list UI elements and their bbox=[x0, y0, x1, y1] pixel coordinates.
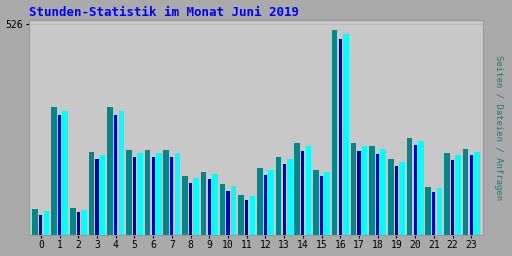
Bar bbox=[100, 155, 105, 235]
Bar bbox=[32, 209, 38, 235]
Text: Seiten / Dateien / Anfragen: Seiten / Dateien / Anfragen bbox=[494, 56, 503, 200]
Bar bbox=[119, 111, 124, 235]
Bar bbox=[156, 153, 162, 235]
Bar bbox=[362, 146, 368, 235]
Bar bbox=[455, 155, 461, 235]
Bar bbox=[152, 157, 155, 235]
Bar bbox=[257, 167, 263, 235]
Bar bbox=[301, 151, 305, 235]
Bar bbox=[77, 212, 80, 235]
Bar bbox=[414, 145, 417, 235]
Bar bbox=[231, 186, 237, 235]
Bar bbox=[137, 153, 143, 235]
Bar bbox=[325, 172, 330, 235]
Bar bbox=[399, 162, 405, 235]
Bar bbox=[320, 176, 323, 235]
Bar bbox=[463, 150, 468, 235]
Bar bbox=[62, 111, 68, 235]
Bar bbox=[189, 183, 192, 235]
Bar bbox=[249, 196, 255, 235]
Bar bbox=[418, 141, 423, 235]
Bar bbox=[220, 184, 225, 235]
Bar bbox=[276, 157, 281, 235]
Bar bbox=[369, 146, 375, 235]
Bar bbox=[437, 188, 442, 235]
Bar bbox=[351, 143, 356, 235]
Bar bbox=[89, 152, 94, 235]
Bar bbox=[264, 175, 267, 235]
Bar bbox=[388, 159, 394, 235]
Bar bbox=[339, 39, 342, 235]
Bar bbox=[245, 200, 248, 235]
Bar bbox=[95, 159, 99, 235]
Bar bbox=[470, 155, 473, 235]
Bar bbox=[170, 157, 174, 235]
Bar bbox=[175, 153, 180, 235]
Bar bbox=[126, 150, 132, 235]
Bar bbox=[395, 166, 398, 235]
Bar bbox=[108, 107, 113, 235]
Bar bbox=[212, 174, 218, 235]
Bar bbox=[343, 34, 349, 235]
Bar bbox=[451, 160, 454, 235]
Bar bbox=[133, 157, 136, 235]
Bar bbox=[332, 30, 337, 235]
Bar bbox=[182, 176, 188, 235]
Text: Stunden-Statistik im Monat Juni 2019: Stunden-Statistik im Monat Juni 2019 bbox=[29, 6, 298, 18]
Bar bbox=[357, 151, 360, 235]
Bar bbox=[208, 179, 211, 235]
Bar bbox=[145, 150, 151, 235]
Bar bbox=[380, 149, 386, 235]
Bar bbox=[313, 170, 319, 235]
Bar bbox=[201, 172, 206, 235]
Bar bbox=[114, 115, 117, 235]
Bar bbox=[39, 215, 42, 235]
Bar bbox=[238, 195, 244, 235]
Bar bbox=[294, 143, 300, 235]
Bar bbox=[376, 154, 379, 235]
Bar bbox=[407, 138, 412, 235]
Bar bbox=[287, 159, 292, 235]
Bar bbox=[283, 164, 286, 235]
Bar bbox=[58, 115, 61, 235]
Bar bbox=[81, 210, 87, 235]
Bar bbox=[425, 187, 431, 235]
Bar bbox=[306, 146, 311, 235]
Bar bbox=[194, 178, 199, 235]
Bar bbox=[51, 107, 57, 235]
Bar bbox=[70, 208, 75, 235]
Bar bbox=[474, 152, 480, 235]
Bar bbox=[44, 211, 49, 235]
Bar bbox=[226, 191, 229, 235]
Bar bbox=[432, 191, 435, 235]
Bar bbox=[268, 170, 274, 235]
Bar bbox=[163, 150, 169, 235]
Bar bbox=[444, 153, 450, 235]
